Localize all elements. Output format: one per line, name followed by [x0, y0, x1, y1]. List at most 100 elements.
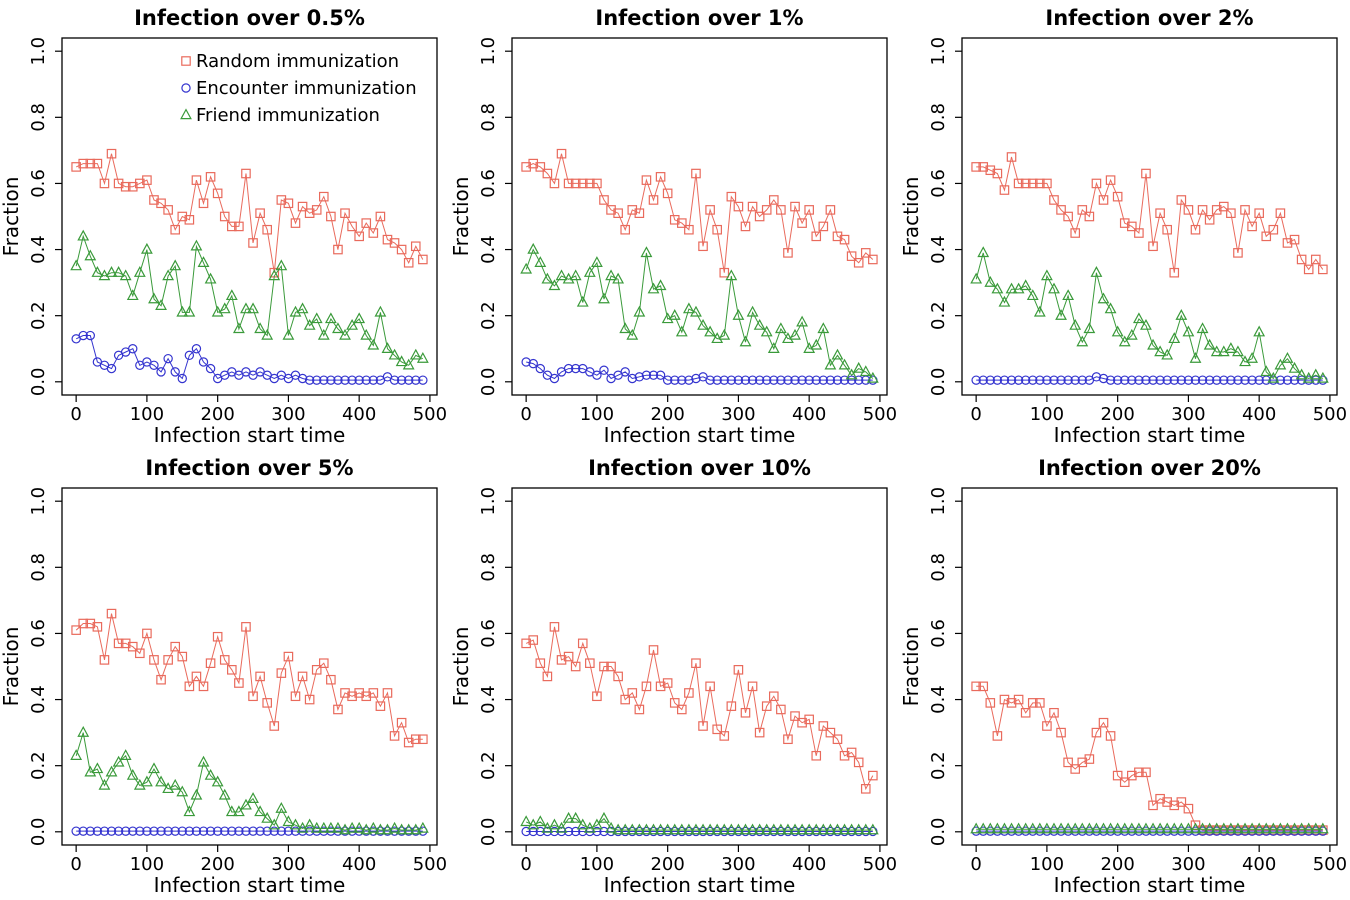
circle-marker	[120, 826, 131, 836]
circle-marker	[234, 826, 244, 836]
triangle-marker	[1048, 822, 1060, 834]
y-tick-label: 1.0	[28, 487, 49, 516]
square-marker	[747, 681, 758, 692]
triangle-marker	[1316, 822, 1329, 834]
square-marker	[234, 678, 244, 688]
square-marker	[606, 661, 616, 672]
square-marker	[698, 241, 708, 252]
square-marker	[212, 188, 223, 199]
plot-box	[61, 37, 438, 396]
circle-marker	[578, 826, 588, 837]
triangle-marker	[1083, 322, 1096, 334]
square-marker	[184, 215, 195, 225]
triangle-marker	[84, 249, 97, 261]
triangle-marker	[1090, 822, 1103, 834]
circle-marker	[106, 363, 117, 374]
square-marker	[71, 162, 81, 172]
square-marker	[1169, 267, 1180, 278]
square-marker	[290, 218, 301, 228]
circle-marker	[747, 375, 758, 385]
square-marker	[1296, 254, 1307, 265]
triangle-marker	[977, 822, 990, 834]
square-marker	[1056, 205, 1066, 215]
square-marker	[1020, 707, 1031, 718]
triangle-marker	[1161, 348, 1174, 360]
circle-marker	[846, 375, 857, 385]
triangle-marker	[70, 259, 83, 271]
series-line	[975, 252, 1324, 380]
circle-marker	[198, 357, 209, 367]
circle-marker	[1282, 375, 1293, 385]
legend-label: Friend immunization	[196, 105, 380, 126]
square-marker	[1070, 228, 1081, 238]
square-marker	[620, 694, 631, 705]
square-marker	[860, 784, 871, 794]
triangle-marker	[998, 295, 1011, 307]
x-tick-label: 500	[413, 854, 447, 875]
square-marker	[347, 691, 357, 702]
circle-marker	[283, 826, 294, 836]
x-tick-label: 500	[413, 404, 447, 425]
square-marker	[227, 221, 237, 232]
square-marker	[198, 681, 209, 692]
triangle-marker	[1189, 822, 1202, 834]
square-marker	[592, 691, 602, 702]
circle-marker	[1204, 375, 1215, 385]
square-marker	[297, 671, 308, 682]
circle-marker	[563, 826, 574, 837]
triangle-marker	[77, 725, 90, 737]
y-tick-label: 0.2	[28, 301, 49, 330]
y-tick-label: 0.4	[478, 685, 499, 714]
x-tick-label: 200	[200, 404, 234, 425]
legend: Random immunization Encounter immunizatio…	[180, 51, 417, 126]
triangle-marker	[760, 823, 773, 835]
x-tick-label: 200	[650, 404, 684, 425]
circle-marker	[825, 375, 836, 385]
square-marker	[627, 688, 638, 698]
circle-marker	[326, 375, 336, 385]
triangle-marker	[534, 256, 547, 267]
triangle-marker	[254, 322, 267, 334]
triangle-marker	[852, 823, 865, 835]
circle-marker	[255, 826, 265, 836]
panel-infection-over-20pct: Infection over 20% 0 100 200 300 400 500 0.0 0.2…	[900, 450, 1350, 900]
x-axis-title: Infection start time	[1054, 423, 1246, 447]
square-marker	[1027, 698, 1038, 708]
triangle-marker	[682, 823, 695, 835]
triangle-marker	[810, 823, 823, 835]
triangle-marker	[711, 823, 724, 835]
circle-marker	[832, 375, 843, 385]
triangle-marker	[661, 823, 674, 835]
square-marker	[375, 211, 386, 222]
triangle-marker	[1097, 292, 1110, 304]
triangle-marker	[1175, 309, 1188, 320]
square-marker	[691, 168, 701, 179]
square-marker	[106, 608, 117, 619]
circle-marker	[528, 826, 538, 837]
panel-infection-over-0-5pct: Infection over 0.5% 0 100 200 300 400 500 0.0 0.…	[0, 0, 450, 450]
triangle-marker	[1111, 325, 1124, 337]
circle-marker	[1112, 375, 1123, 385]
square-marker	[92, 622, 103, 632]
x-tick-label: 400	[792, 404, 826, 425]
triangle-marker	[1302, 822, 1315, 834]
series-line	[525, 626, 874, 791]
plot-svg: Infection over 5% 0 100 200 300 400 500 0.0 0.2 0…	[0, 456, 447, 897]
x-tick-label: 200	[1100, 404, 1134, 425]
circle-marker	[389, 375, 400, 385]
circle-marker	[733, 375, 744, 385]
circle-marker	[297, 373, 308, 384]
circle-marker	[1247, 375, 1257, 385]
triangle-marker	[1246, 822, 1259, 834]
triangle-marker	[98, 778, 111, 790]
triangle-marker	[1154, 345, 1167, 357]
square-marker	[698, 721, 708, 731]
y-tick-label: 0.4	[928, 235, 949, 264]
series-line	[976, 156, 1324, 273]
y-axis-title: Fraction	[450, 177, 473, 257]
triangle-marker	[1154, 822, 1167, 834]
square-marker	[276, 195, 287, 205]
square-marker	[1098, 195, 1109, 205]
triangle-marker	[126, 768, 139, 780]
triangle-marker	[126, 289, 139, 301]
